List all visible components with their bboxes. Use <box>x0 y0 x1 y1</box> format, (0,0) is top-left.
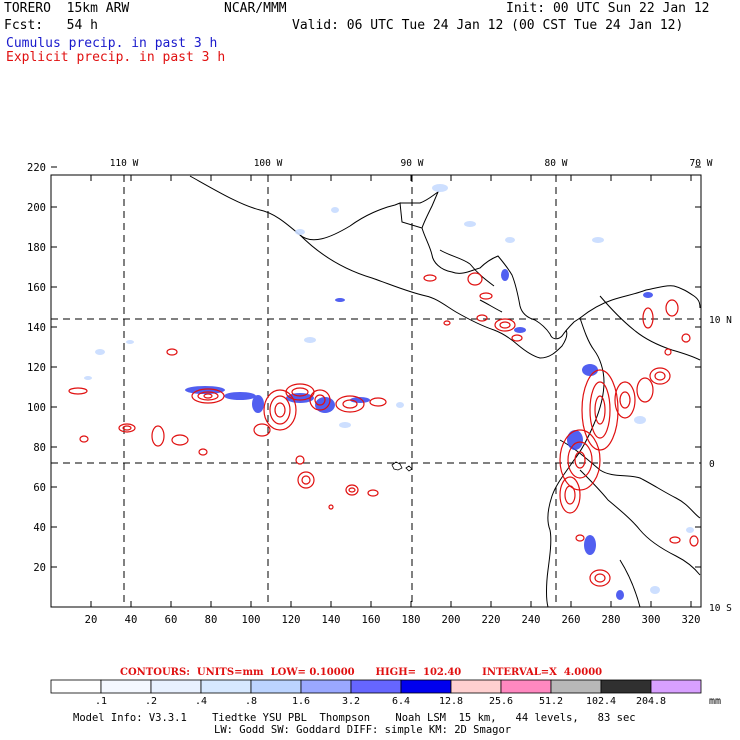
colorbar-label: 25.6 <box>489 696 513 707</box>
x-tick-label: 200 <box>442 614 461 626</box>
colorbar-swatch <box>50 679 102 694</box>
colorbar-label: 51.2 <box>539 696 563 707</box>
colorbar-label: .1 <box>95 696 107 707</box>
legend-explicit: Explicit precip. in past 3 h <box>6 50 226 65</box>
colorbar-swatch <box>100 679 152 694</box>
model-title: TORERO 15km ARW <box>4 1 130 16</box>
colorbar-swatch <box>650 679 702 694</box>
init-time: Init: 00 UTC Sun 22 Jan 12 <box>506 1 710 16</box>
x-tick-label: 100 <box>242 614 261 626</box>
cumulus-precip-areas <box>185 269 653 600</box>
colorbar-label: .8 <box>245 696 257 707</box>
x-tick-label: 320 <box>682 614 701 626</box>
y-tick-label: 40 <box>33 522 46 534</box>
x-tick-label: 300 <box>642 614 661 626</box>
x-tick-label: 40 <box>125 614 138 626</box>
y-tick-label: 100 <box>27 402 46 414</box>
x-tick-label: 60 <box>165 614 178 626</box>
colorbar-swatch <box>150 679 202 694</box>
latitude-label: 10 N <box>709 315 732 326</box>
colorbar-label: 102.4 <box>586 696 616 707</box>
x-tick-label: 260 <box>562 614 581 626</box>
colorbar-label: 3.2 <box>342 696 360 707</box>
model-info: Model Info: V3.3.1 Tiedtke YSU PBL Thomp… <box>73 712 636 724</box>
map-frame <box>50 174 702 608</box>
latitude-label: 10 S <box>709 603 732 614</box>
longitude-label: 110 W <box>110 158 139 169</box>
org-label: NCAR/MMM <box>224 1 287 16</box>
colorbar-swatch <box>250 679 302 694</box>
x-tick-label: 280 <box>602 614 621 626</box>
y-tick-label: 120 <box>27 362 46 374</box>
colorbar-swatch <box>300 679 352 694</box>
x-tick-label: 20 <box>85 614 98 626</box>
x-tick-label: 160 <box>362 614 381 626</box>
colorbar-label: 1.6 <box>292 696 310 707</box>
y-axis: 220 200 180 160 140 120 100 80 60 40 20 <box>27 162 701 574</box>
x-axis: 20 40 60 80 100 120 140 160 180 200 220 240 260 280 30… <box>85 175 701 626</box>
colorbar-swatch <box>200 679 252 694</box>
latitude-labels: 10 N 0 10 S <box>709 315 732 614</box>
colorbar-swatch <box>350 679 402 694</box>
colorbar-unit: mm <box>709 696 721 707</box>
longitude-label: 80 W <box>545 158 568 169</box>
y-tick-label: 220 <box>27 162 46 174</box>
contour-info: CONTOURS: UNITS=mm LOW= 0.10000 HIGH= 10… <box>120 667 603 678</box>
coastlines <box>189 175 701 608</box>
x-tick-label: 180 <box>402 614 421 626</box>
colorbar-swatch <box>450 679 502 694</box>
x-tick-label: 140 <box>322 614 341 626</box>
colorbar-swatch <box>550 679 602 694</box>
legend-cumulus: Cumulus precip. in past 3 h <box>6 36 218 51</box>
explicit-precip-contours <box>68 272 699 587</box>
y-tick-label: 60 <box>33 482 46 494</box>
colorbar-swatch <box>600 679 652 694</box>
valid-time: Valid: 06 UTC Tue 24 Jan 12 (00 CST Tue … <box>292 18 684 33</box>
y-tick-label: 80 <box>33 442 46 454</box>
longitude-label: 70 W <box>690 158 713 169</box>
y-tick-label: 140 <box>27 322 46 334</box>
x-tick-label: 240 <box>522 614 541 626</box>
colorbar-label: .2 <box>145 696 157 707</box>
y-tick-label: 180 <box>27 242 46 254</box>
colorbar-swatch <box>400 679 452 694</box>
x-tick-label: 220 <box>482 614 501 626</box>
forecast-hour: Fcst: 54 h <box>4 18 98 33</box>
x-tick-label: 120 <box>282 614 301 626</box>
longitude-labels: 110 W 100 W 90 W 80 W 70 W <box>110 158 713 169</box>
colorbar-label: .4 <box>195 696 207 707</box>
colorbar: .1 .2 .4 .8 1.6 3.2 6.4 12.8 25.6 51.2 102.4 204.8 m… <box>50 679 721 707</box>
longitude-label: 100 W <box>254 158 283 169</box>
y-tick-label: 20 <box>33 562 46 574</box>
y-tick-label: 160 <box>27 282 46 294</box>
light-cumulus-areas <box>84 184 694 594</box>
colorbar-label: 6.4 <box>392 696 410 707</box>
colorbar-swatch <box>500 679 552 694</box>
colorbar-label: 204.8 <box>636 696 666 707</box>
y-tick-label: 200 <box>27 202 46 214</box>
graticule <box>51 175 701 607</box>
colorbar-label: 12.8 <box>439 696 463 707</box>
x-tick-label: 80 <box>205 614 218 626</box>
physics-info: LW: Godd SW: Goddard DIFF: simple KM: 2D… <box>214 724 512 736</box>
longitude-label: 90 W <box>401 158 424 169</box>
latitude-label: 0 <box>709 459 715 470</box>
